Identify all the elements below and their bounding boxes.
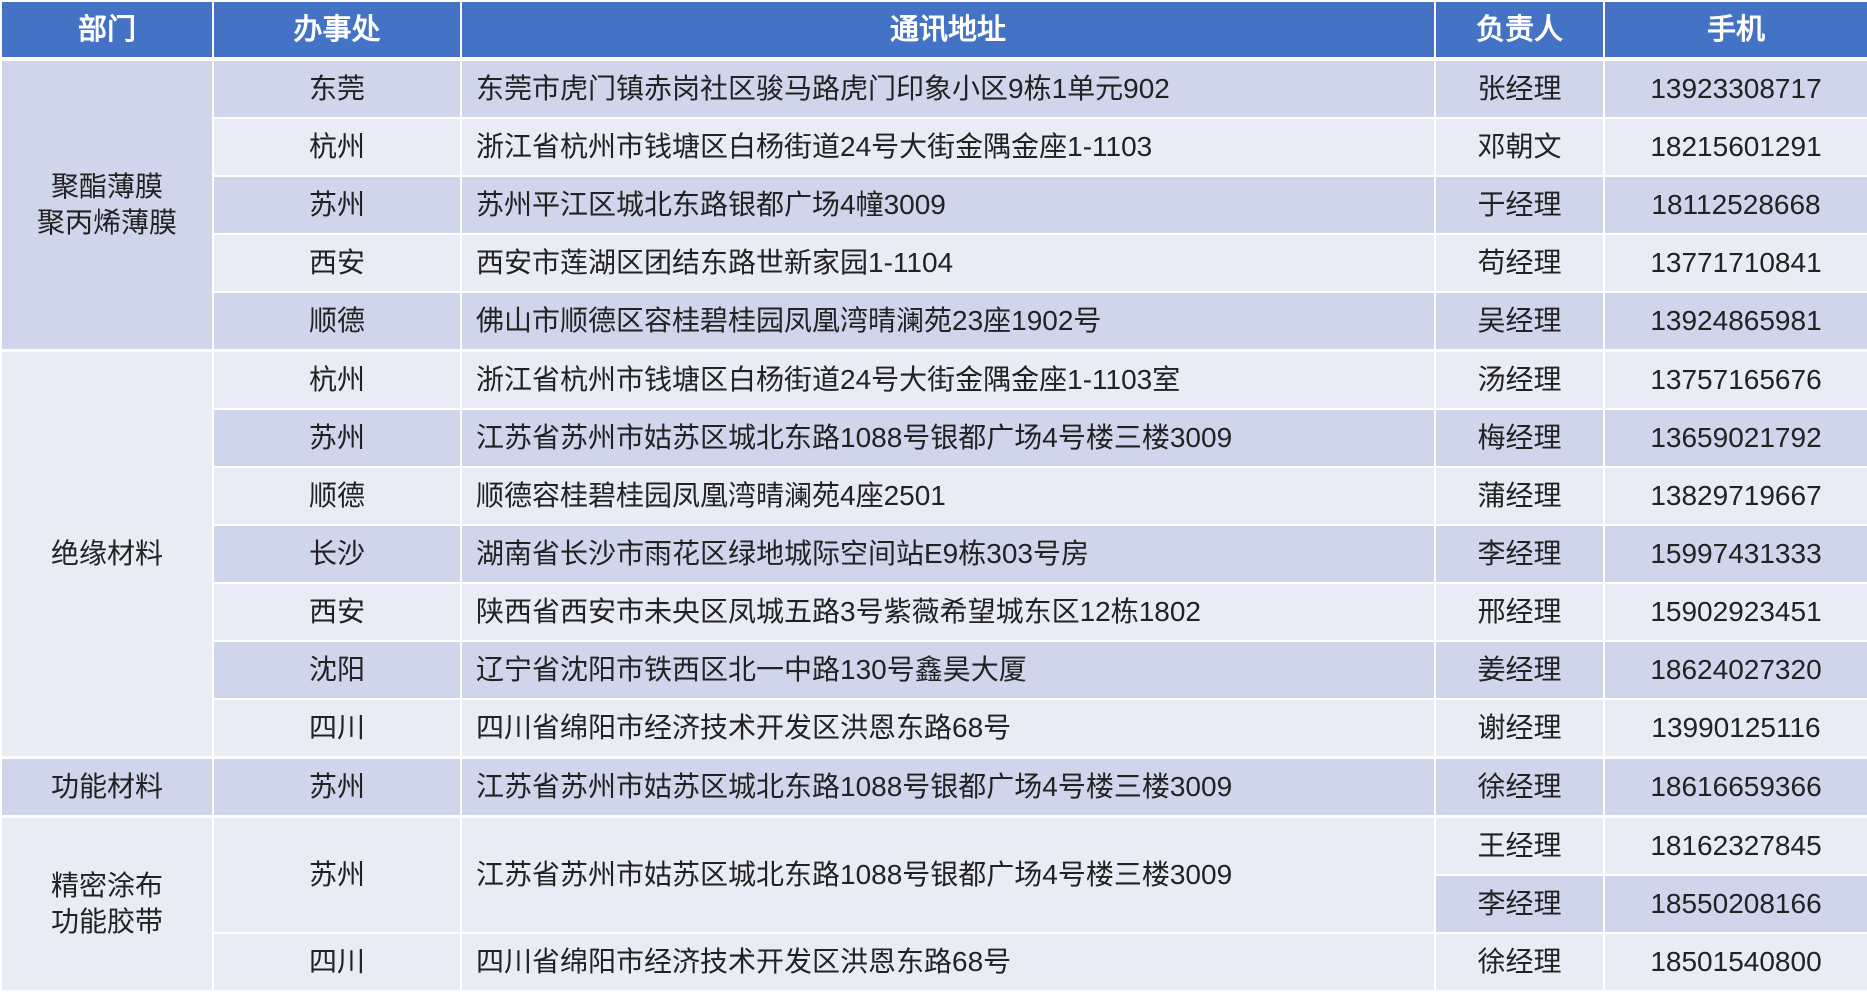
office-cell: 苏州: [212, 408, 462, 468]
table-row: 西安 陕西省西安市未央区凤城五路3号紫薇希望城东区12栋1802 邢经理 159029…: [1, 582, 1867, 642]
table-row: 四川 四川省绵阳市经济技术开发区洪恩东路68号 谢经理 13990125116: [1, 698, 1867, 759]
address-cell: 四川省绵阳市经济技术开发区洪恩东路68号: [460, 698, 1436, 759]
address-cell: 江苏省苏州市姑苏区城北东路1088号银都广场4号楼三楼3009: [460, 408, 1436, 468]
office-cell: 杭州: [212, 349, 462, 410]
table-row: 聚酯薄膜 聚丙烯薄膜 东莞 东莞市虎门镇赤岗社区骏马路虎门印象小区9栋1单元902 张…: [0, 57, 1867, 352]
table-row: 顺德 佛山市顺德区容桂碧桂园凤凰湾晴澜苑23座1902号 吴经理 1392486598…: [1, 291, 1867, 352]
office-cell: 长沙: [212, 524, 462, 584]
table-row: 顺德 顺德容桂碧桂园凤凰湾晴澜苑4座2501 蒲经理 13829719667: [1, 466, 1867, 526]
header-office: 办事处: [212, 0, 462, 61]
header-department: 部门: [0, 0, 214, 61]
manager-cell: 徐经理: [1434, 756, 1605, 818]
phone-cell: 18501540800: [1603, 932, 1867, 992]
manager-cell: 王经理: [1434, 815, 1605, 876]
phone-cell: 15902923451: [1603, 582, 1867, 642]
phone-cell: 18550208166: [1603, 874, 1867, 934]
table-row: 四川 四川省绵阳市经济技术开发区洪恩东路68号 徐经理 18501540800: [1, 932, 1867, 992]
table-row: 杭州 浙江省杭州市钱塘区白杨街道24号大街金隅金座1-1103 邓朝文 1821560…: [1, 117, 1867, 177]
manager-cell: 梅经理: [1434, 408, 1605, 468]
header-manager: 负责人: [1434, 0, 1605, 61]
header-phone: 手机: [1603, 0, 1867, 61]
phone-cell: 13771710841: [1603, 233, 1867, 293]
manager-cell: 徐经理: [1434, 932, 1605, 992]
manager-cell: 李经理: [1434, 874, 1605, 934]
address-cell: 东莞市虎门镇赤岗社区骏马路虎门印象小区9栋1单元902: [460, 57, 1436, 119]
phone-cell: 13923308717: [1603, 57, 1867, 119]
office-cell: 杭州: [212, 117, 462, 177]
address-cell: 陕西省西安市未央区凤城五路3号紫薇希望城东区12栋1802: [460, 582, 1436, 642]
department-cell: 绝缘材料: [0, 349, 214, 759]
manager-cell: 李经理: [1434, 524, 1605, 584]
table-row: 李经理 18550208166: [1, 874, 1867, 934]
table-row: 沈阳 辽宁省沈阳市铁西区北一中路130号鑫昊大厦 姜经理 18624027320: [1, 640, 1867, 700]
office-cell: 西安: [212, 582, 462, 642]
phone-cell: 13757165676: [1603, 349, 1867, 410]
manager-cell: 姜经理: [1434, 640, 1605, 700]
address-cell: 四川省绵阳市经济技术开发区洪恩东路68号: [460, 932, 1436, 992]
table-row: 功能材料 苏州 江苏省苏州市姑苏区城北东路1088号银都广场4号楼三楼3009 徐经理…: [0, 756, 1867, 818]
address-cell: 辽宁省沈阳市铁西区北一中路130号鑫昊大厦: [460, 640, 1436, 700]
table-row: 精密涂布 功能胶带 苏州 江苏省苏州市姑苏区城北东路1088号银都广场4号楼三楼30…: [0, 815, 1867, 992]
table-row: 苏州 江苏省苏州市姑苏区城北东路1088号银都广场4号楼三楼3009 梅经理 1365…: [1, 408, 1867, 468]
address-cell: 浙江省杭州市钱塘区白杨街道24号大街金隅金座1-1103: [460, 117, 1436, 177]
address-cell: 苏州平江区城北东路银都广场4幢3009: [460, 175, 1436, 235]
phone-cell: 13659021792: [1603, 408, 1867, 468]
office-cell: 苏州: [212, 175, 462, 235]
address-cell: 湖南省长沙市雨花区绿地城际空间站E9栋303号房: [460, 524, 1436, 584]
manager-cell: 苟经理: [1434, 233, 1605, 293]
table-row: 绝缘材料 杭州 浙江省杭州市钱塘区白杨街道24号大街金隅金座1-1103室 汤经理 13…: [0, 349, 1867, 759]
table-row: 长沙 湖南省长沙市雨花区绿地城际空间站E9栋303号房 李经理 15997431333: [1, 524, 1867, 584]
office-cell: 苏州: [212, 756, 462, 818]
table-row: 西安 西安市莲湖区团结东路世新家园1-1104 苟经理 13771710841: [1, 233, 1867, 293]
phone-cell: 18162327845: [1603, 815, 1867, 876]
address-cell: 佛山市顺德区容桂碧桂园凤凰湾晴澜苑23座1902号: [460, 291, 1436, 352]
phone-cell: 18616659366: [1603, 756, 1867, 818]
manager-cell: 谢经理: [1434, 698, 1605, 759]
office-cell: 顺德: [212, 466, 462, 526]
manager-cell: 邢经理: [1434, 582, 1605, 642]
phone-cell: 13924865981: [1603, 291, 1867, 352]
manager-cell: 张经理: [1434, 57, 1605, 119]
office-cell: 沈阳: [212, 640, 462, 700]
header-address: 通讯地址: [460, 0, 1436, 61]
office-cell: 四川: [212, 698, 462, 759]
phone-cell: 18112528668: [1603, 175, 1867, 235]
department-cell: 功能材料: [0, 756, 214, 818]
phone-cell: 18215601291: [1603, 117, 1867, 177]
header-row: 部门 办事处 通讯地址 负责人 手机: [0, 0, 1867, 61]
office-cell: 东莞: [212, 57, 462, 119]
department-cell: 聚酯薄膜 聚丙烯薄膜: [0, 57, 214, 352]
manager-cell: 吴经理: [1434, 291, 1605, 352]
office-cell: 苏州: [212, 815, 462, 934]
phone-cell: 13829719667: [1603, 466, 1867, 526]
phone-cell: 15997431333: [1603, 524, 1867, 584]
manager-cell: 邓朝文: [1434, 117, 1605, 177]
phone-cell: 18624027320: [1603, 640, 1867, 700]
department-cell: 精密涂布 功能胶带: [0, 815, 214, 992]
address-cell: 江苏省苏州市姑苏区城北东路1088号银都广场4号楼三楼3009: [460, 815, 1436, 934]
office-cell: 顺德: [212, 291, 462, 352]
table-row: 苏州 苏州平江区城北东路银都广场4幢3009 于经理 18112528668: [1, 175, 1867, 235]
manager-cell: 于经理: [1434, 175, 1605, 235]
address-cell: 江苏省苏州市姑苏区城北东路1088号银都广场4号楼三楼3009: [460, 756, 1436, 818]
address-cell: 浙江省杭州市钱塘区白杨街道24号大街金隅金座1-1103室: [460, 349, 1436, 410]
office-cell: 西安: [212, 233, 462, 293]
address-cell: 顺德容桂碧桂园凤凰湾晴澜苑4座2501: [460, 466, 1436, 526]
manager-cell: 汤经理: [1434, 349, 1605, 410]
address-cell: 西安市莲湖区团结东路世新家园1-1104: [460, 233, 1436, 293]
phone-cell: 13990125116: [1603, 698, 1867, 759]
table-body: 聚酯薄膜 聚丙烯薄膜 东莞 东莞市虎门镇赤岗社区骏马路虎门印象小区9栋1单元902 张…: [0, 57, 1867, 992]
office-cell: 四川: [212, 932, 462, 992]
manager-cell: 蒲经理: [1434, 466, 1605, 526]
